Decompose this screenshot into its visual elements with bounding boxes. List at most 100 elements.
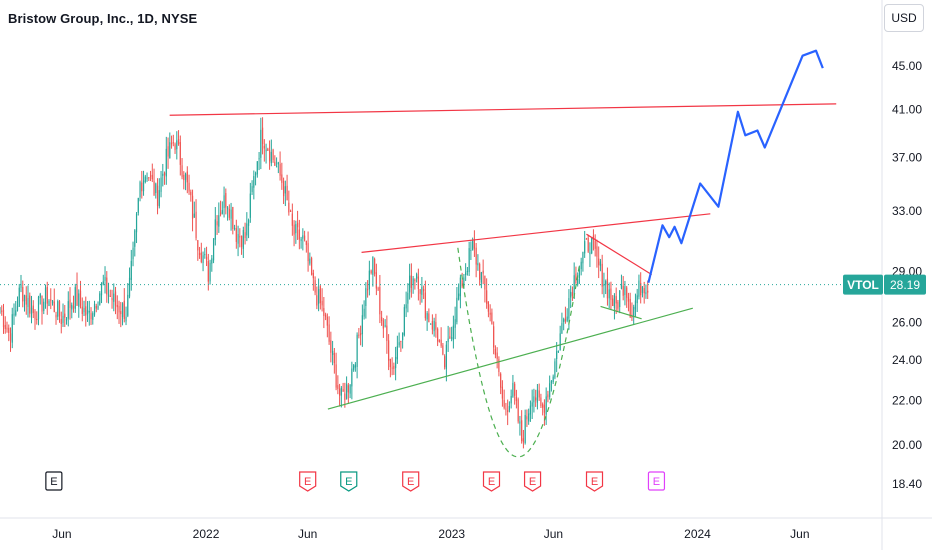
candle — [125, 306, 127, 326]
candle — [9, 327, 12, 352]
candle — [295, 220, 297, 244]
candle-body — [580, 261, 582, 270]
candle — [300, 236, 302, 249]
candle — [466, 266, 468, 276]
candle-body — [482, 270, 484, 274]
candle-body — [209, 262, 211, 282]
candle-body — [610, 288, 612, 300]
candle — [591, 237, 593, 255]
candle — [363, 300, 365, 320]
candle — [186, 166, 188, 194]
candle-body — [118, 305, 120, 313]
candle — [113, 283, 115, 312]
candle-body — [298, 229, 300, 240]
candle — [76, 272, 78, 306]
candle — [79, 280, 82, 309]
candle-body — [172, 142, 174, 144]
currency-button[interactable]: USD — [884, 4, 924, 32]
price-tick-label: 20.00 — [892, 438, 922, 452]
candle-body — [437, 328, 439, 342]
candle — [190, 189, 192, 202]
candle — [437, 327, 439, 347]
earnings-marker-label: E — [407, 476, 414, 488]
candle-body — [107, 294, 110, 297]
earnings-marker-label: E — [488, 476, 495, 488]
candle-body — [435, 322, 437, 330]
candle — [184, 172, 187, 191]
candle — [191, 189, 194, 232]
candle-body — [543, 405, 546, 413]
earnings-marker-badge — [340, 471, 358, 492]
candle — [423, 285, 425, 300]
candle — [279, 151, 281, 181]
candle — [72, 295, 75, 313]
candle — [13, 303, 15, 325]
candle — [41, 295, 43, 325]
candle — [307, 231, 309, 272]
price-tag-label: 28.19 — [890, 278, 920, 292]
candle-body — [428, 313, 430, 323]
candle-body — [74, 287, 76, 309]
candle-body — [139, 182, 141, 198]
candle — [608, 282, 610, 309]
candle-body — [309, 258, 311, 264]
time-tick-label: Jun — [790, 527, 809, 541]
candle — [107, 282, 110, 304]
candle — [298, 219, 300, 250]
candle-body — [456, 297, 458, 322]
candle — [550, 380, 553, 392]
candle — [60, 311, 62, 334]
candle-body — [470, 250, 472, 252]
drawings — [0, 49, 882, 458]
candle-body — [351, 368, 353, 387]
candle-body — [349, 384, 351, 394]
candle-body — [48, 300, 50, 306]
candle — [585, 237, 588, 240]
candle-body — [577, 278, 579, 285]
candle-body — [461, 280, 463, 287]
candle — [37, 295, 40, 326]
candle-body — [503, 399, 505, 408]
candle-body — [174, 144, 176, 151]
candle — [501, 380, 504, 407]
candle — [62, 303, 64, 327]
candle-body — [20, 284, 22, 288]
candle-body — [494, 348, 497, 355]
candle — [358, 327, 360, 339]
candle — [275, 157, 278, 168]
candle — [81, 297, 83, 322]
candle-body — [353, 365, 355, 370]
candle — [15, 300, 17, 317]
symbol-tag-bg — [843, 274, 883, 295]
candle — [484, 275, 486, 303]
candle — [503, 389, 505, 410]
candle-body — [130, 260, 132, 280]
candle — [465, 263, 467, 281]
price-tag[interactable]: VTOL 28.19 — [843, 274, 926, 295]
candle-body — [256, 161, 258, 175]
candle — [281, 162, 283, 190]
candle — [153, 168, 155, 196]
candle — [288, 190, 290, 216]
earnings-marker-badge — [402, 471, 420, 492]
candle-body — [44, 287, 47, 300]
candle-body — [67, 301, 69, 319]
candle-body — [512, 382, 514, 397]
candle — [512, 374, 514, 398]
candle — [356, 332, 358, 379]
candle-body — [146, 177, 148, 179]
candle-body — [510, 395, 512, 404]
candle-body — [486, 290, 488, 304]
earnings-marker-label: E — [591, 476, 598, 488]
candle — [468, 241, 470, 276]
candle-body — [265, 149, 267, 152]
candle-body — [627, 297, 630, 302]
candle-body — [396, 346, 398, 360]
earnings-marker-icon: E — [340, 471, 358, 492]
candle — [142, 170, 145, 196]
candle-body — [333, 352, 335, 364]
candle — [44, 284, 47, 309]
candle — [293, 220, 295, 247]
candle-body — [37, 297, 40, 320]
